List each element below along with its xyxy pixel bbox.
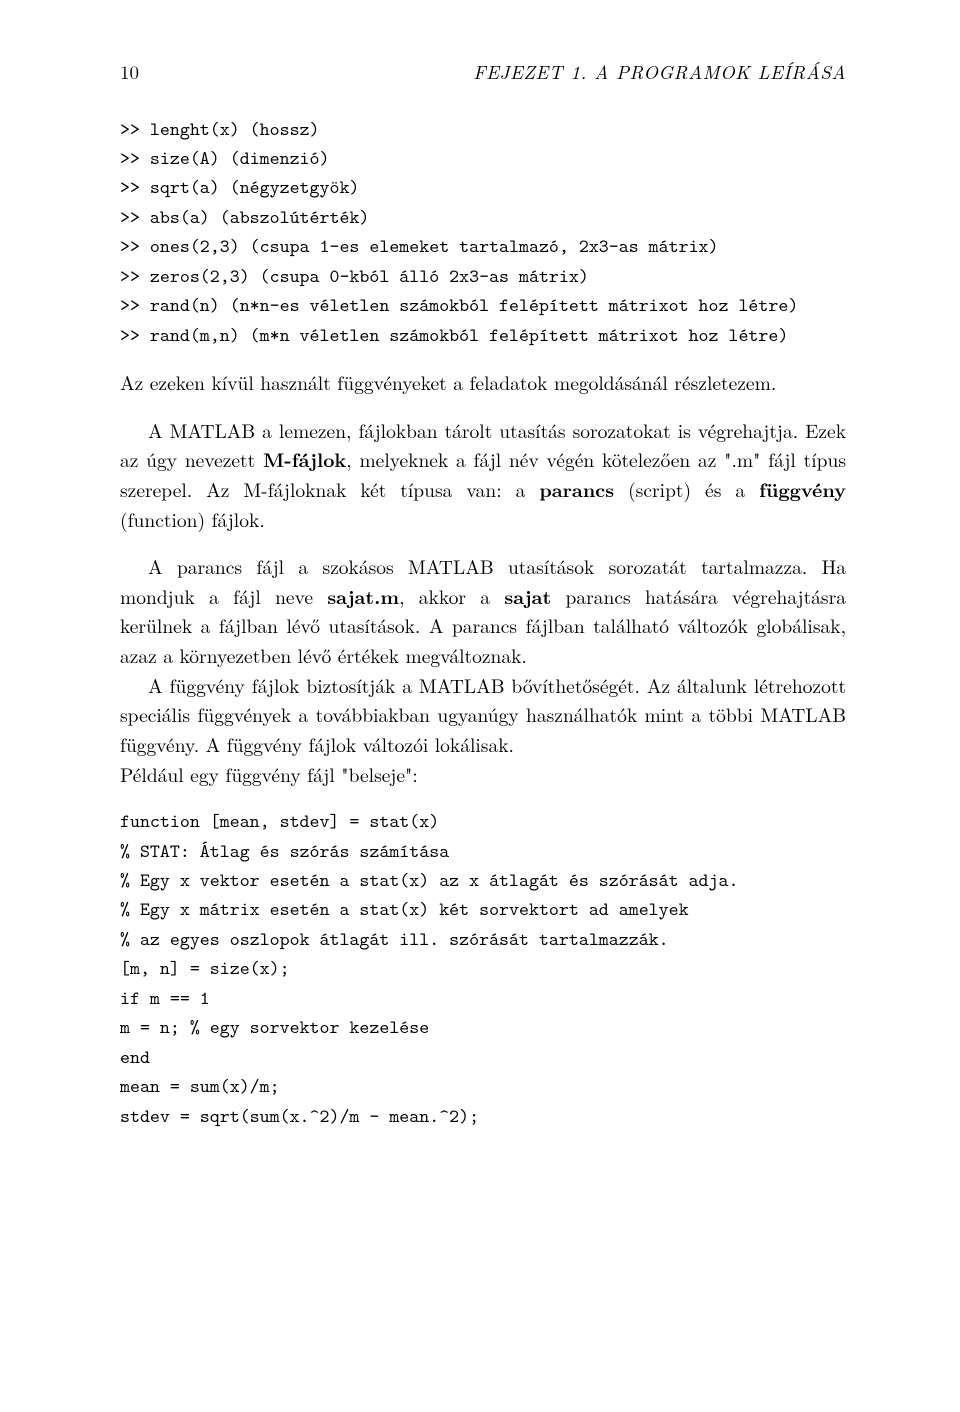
code-line: >> lenght(x) (hossz) (120, 117, 320, 142)
bold-text: sajat.m (327, 582, 399, 610)
code-line: [m, n] = size(x); (120, 956, 290, 981)
code-line: >> rand(m,n) (m*n véletlen számokból fel… (120, 323, 788, 348)
chapter-title: FEJEZET 1. A PROGRAMOK LEÍRÁSA (473, 58, 846, 87)
paragraph: Az ezeken kívül használt függvényeket a … (120, 368, 846, 398)
page-header: 10 FEJEZET 1. A PROGRAMOK LEÍRÁSA (120, 58, 846, 87)
bold-text: függvény (759, 475, 846, 503)
code-line: >> abs(a) (abszolútérték) (120, 205, 369, 230)
code-line: % STAT: Átlag és szórás számítása (120, 839, 449, 864)
code-line: >> ones(2,3) (csupa 1-es elemeket tartal… (120, 234, 719, 259)
code-line: if m == 1 (120, 986, 210, 1011)
code-line: m = n; % egy sorvektor kezelése (120, 1015, 429, 1040)
paragraph: Például egy függvény fájl "belseje": (120, 760, 846, 790)
bold-text: M-fájlok (263, 445, 346, 473)
paragraph: A függvény fájlok biztosítják a MATLAB b… (120, 671, 846, 760)
code-line: stdev = sqrt(sum(x.^2)/m - mean.^2); (120, 1104, 479, 1129)
code-line: >> sqrt(a) (négyzetgyök) (120, 175, 359, 200)
paragraph: A MATLAB a lemezen, fájlokban tárolt uta… (120, 416, 846, 535)
text-run: (script) és a (614, 475, 759, 503)
code-line: % Egy x mátrix esetén a stat(x) két sorv… (120, 897, 689, 922)
code-line: % az egyes oszlopok átlagát ill. szórásá… (120, 927, 669, 952)
code-line: function [mean, stdev] = stat(x) (120, 809, 439, 834)
paragraph: A parancs fájl a szokásos MATLAB utasítá… (120, 552, 846, 671)
bold-text: sajat (504, 582, 551, 610)
page-number: 10 (120, 58, 139, 87)
code-line: >> size(A) (dimenzió) (120, 146, 329, 171)
document-page: 10 FEJEZET 1. A PROGRAMOK LEÍRÁSA >> len… (0, 0, 960, 1209)
code-line: % Egy x vektor esetén a stat(x) az x átl… (120, 868, 738, 893)
text-run: (function) fájlok. (120, 505, 265, 533)
text-run: , akkor a (399, 582, 504, 610)
bold-text: parancs (539, 475, 614, 503)
code-line: >> zeros(2,3) (csupa 0-kból álló 2x3-as … (120, 264, 589, 289)
code-line: >> rand(n) (n*n-es véletlen számokból fe… (120, 293, 798, 318)
code-block-function: function [mean, stdev] = stat(x) % STAT:… (120, 807, 846, 1131)
code-block-commands: >> lenght(x) (hossz) >> size(A) (dimenzi… (120, 115, 846, 351)
code-line: mean = sum(x)/m; (120, 1074, 280, 1099)
code-line: end (120, 1045, 150, 1070)
